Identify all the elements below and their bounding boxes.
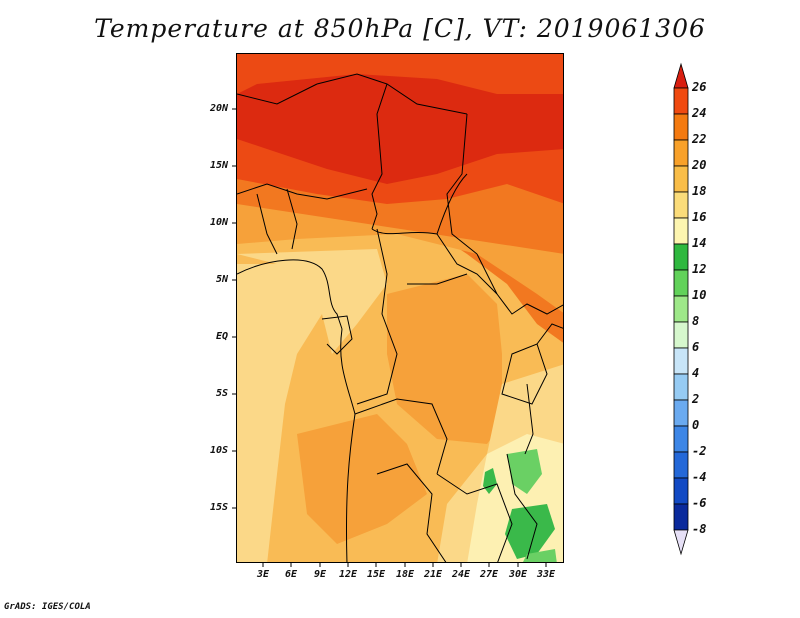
- x-tick-label: 15E: [366, 569, 386, 580]
- field-ocean-cool: [237, 264, 322, 562]
- chart-title: Temperature at 850hPa [C], VT: 201906130…: [94, 14, 706, 43]
- temperature-map: [236, 53, 564, 563]
- colorbar-label: 22: [692, 132, 707, 146]
- colorbar-segment: [673, 191, 689, 219]
- colorbar-segment: [673, 243, 689, 271]
- colorbar-label: 0: [692, 418, 700, 432]
- x-tick-label: 9E: [313, 569, 327, 580]
- x-tick-label: 18E: [395, 569, 415, 580]
- y-tick-label: 10S: [209, 445, 228, 456]
- x-tick-label: 6E: [284, 569, 298, 580]
- colorbar-label: 14: [692, 236, 707, 250]
- colorbar-segment: [673, 165, 689, 193]
- colorbar-label: -4: [692, 470, 707, 484]
- field-south-20: [297, 414, 427, 544]
- colorbar-label: 24: [692, 106, 707, 120]
- y-tick-label: 5N: [215, 274, 228, 285]
- field-green-b: [507, 449, 542, 494]
- y-tick-label: 15N: [209, 160, 228, 171]
- x-tick-label: 21E: [423, 569, 443, 580]
- colorbar-segment: [673, 113, 689, 141]
- colorbar-segment: [673, 451, 689, 479]
- colorbar-label: 16: [692, 210, 707, 224]
- x-tick-label: 33E: [536, 569, 556, 580]
- colorbar-label: 18: [692, 184, 707, 198]
- colorbar-label: -2: [692, 444, 707, 458]
- y-tick-label: 5S: [215, 388, 228, 399]
- colorbar-segment: [673, 373, 689, 401]
- colorbar-segment: [673, 321, 689, 349]
- colorbar-label: 8: [692, 314, 700, 328]
- colorbar-label: -6: [692, 496, 707, 510]
- colorbar-label: 4: [692, 366, 700, 380]
- colorbar-segment: [673, 269, 689, 297]
- y-tick-label: 20N: [209, 103, 228, 114]
- field-north-22: [237, 154, 563, 343]
- colorbar-bottom-arrow: [673, 529, 689, 556]
- field-green-d: [523, 549, 557, 562]
- colorbar-top-arrow: [673, 62, 689, 89]
- y-tick-label: EQ: [215, 331, 228, 342]
- colorbar-segment: [673, 87, 689, 115]
- colorbar-segment: [673, 139, 689, 167]
- colorbar-label: 2: [692, 392, 700, 406]
- colorbar-label: 10: [692, 288, 707, 302]
- colorbar-label: 6: [692, 340, 700, 354]
- colorbar-segment: [673, 399, 689, 427]
- field-north-20: [237, 204, 563, 313]
- field-green-c: [505, 504, 555, 559]
- colorbar-label: 20: [692, 158, 707, 172]
- x-tick-label: 24E: [451, 569, 471, 580]
- x-tick-label: 12E: [338, 569, 358, 580]
- colorbar-segment: [673, 347, 689, 375]
- colorbar-label: 26: [692, 80, 707, 94]
- colorbar-label: -8: [692, 522, 707, 536]
- colorbar-label: 12: [692, 262, 707, 276]
- colorbar-segment: [673, 295, 689, 323]
- field-sahara-26: [237, 74, 563, 184]
- x-tick-label: 27E: [479, 569, 499, 580]
- colorbar-segment: [673, 503, 689, 531]
- x-tick-label: 30E: [508, 569, 528, 580]
- country-borders: [237, 73, 563, 562]
- x-tick-label: 3E: [256, 569, 270, 580]
- colorbar-segment: [673, 425, 689, 453]
- y-tick-label: 15S: [209, 502, 228, 513]
- y-tick-label: 10N: [209, 217, 228, 228]
- colorbar-segment: [673, 217, 689, 245]
- grads-credit: GrADS: IGES/COLA: [4, 602, 91, 612]
- colorbar-segment: [673, 477, 689, 505]
